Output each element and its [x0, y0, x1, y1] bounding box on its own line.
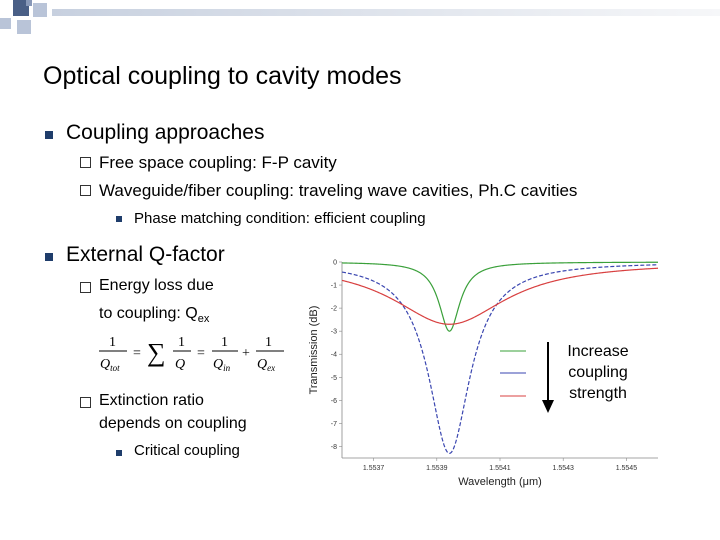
decor-square [33, 3, 47, 17]
x-axis-label: Wavelength (μm) [458, 476, 542, 488]
energy-loss-subscript: ex [197, 313, 210, 326]
series-line-green [341, 261, 659, 332]
x-tick-label: 1.5537 [363, 465, 385, 472]
bullet-waveguide: Waveguide/fiber coupling: traveling wave… [99, 181, 578, 200]
bullet-square-icon [116, 216, 122, 222]
eq-qin: Qin [213, 357, 231, 373]
x-tick-label: 1.5543 [552, 465, 574, 472]
bullet-energy-loss-line1: Energy loss due [99, 277, 214, 294]
series-line-blue [341, 264, 659, 455]
bullet-extinction-line2: depends on coupling [99, 415, 247, 432]
decor-bar [52, 9, 720, 16]
energy-loss-text: to coupling: Q [99, 305, 198, 322]
bullet-free-space: Free space coupling: F-P cavity [99, 153, 337, 172]
hollow-square-bullet-icon [80, 282, 91, 293]
decor-square [26, 0, 32, 6]
eq-one: 1 [265, 335, 272, 350]
annotation-line: Increase [567, 343, 629, 360]
bullet-phase-matching: Phase matching condition: efficient coup… [134, 210, 426, 227]
y-tick-label: -1 [331, 283, 337, 290]
bullet-coupling-approaches: Coupling approaches [66, 121, 265, 144]
x-tick-label: 1.5541 [489, 465, 511, 472]
eq-plus: + [242, 346, 250, 361]
hollow-square-bullet-icon [80, 157, 91, 168]
y-tick-label: -7 [331, 421, 337, 428]
decor-square [0, 18, 11, 29]
eq-sum: ∑ [147, 338, 166, 367]
hollow-square-bullet-icon [80, 397, 91, 408]
bullet-energy-loss-line2: to coupling: Qex [99, 305, 209, 325]
series-line-red [341, 267, 659, 325]
y-tick-label: -8 [331, 444, 337, 451]
bullet-square-icon [45, 131, 53, 139]
y-tick-label: -3 [331, 329, 337, 336]
eq-q: Q [175, 357, 185, 372]
transmission-chart: 0 -1 -2 -3 -4 -5 -6 -7 -8 1.5537 1.5539 1.5541 1.554… [308, 260, 659, 488]
x-tick-label: 1.5539 [426, 465, 448, 472]
eq-one: 1 [109, 335, 116, 350]
eq-equals: = [197, 346, 205, 361]
legend-lines [500, 350, 526, 397]
eq-one: 1 [221, 335, 228, 350]
down-arrow-icon [542, 342, 554, 413]
bullet-square-icon [116, 450, 122, 456]
y-tick-label: -6 [331, 398, 337, 405]
y-axis-label: Transmission (dB) [308, 306, 320, 395]
decor-square [13, 0, 29, 16]
y-tick-label: -2 [331, 306, 337, 313]
bullet-external-q: External Q-factor [66, 243, 225, 266]
eq-equals: = [133, 346, 141, 361]
q-factor-equation: 1 Qtot = ∑ 1 Q = 1 Qin + 1 Qex [99, 335, 284, 373]
eq-qtot: Qtot [100, 357, 120, 373]
slide-title: Optical coupling to cavity modes [43, 62, 402, 90]
eq-qex: Qex [257, 357, 275, 373]
annotation-increase-coupling: Increase coupling strength [556, 341, 640, 404]
y-tick-label: -4 [331, 352, 337, 359]
hollow-square-bullet-icon [80, 185, 91, 196]
y-tick-label: 0 [333, 260, 337, 267]
eq-one: 1 [178, 335, 185, 350]
bullet-critical: Critical coupling [134, 442, 240, 459]
bullet-square-icon [45, 253, 53, 261]
bullet-extinction-line1: Extinction ratio [99, 392, 204, 409]
annotation-line: strength [569, 385, 627, 402]
x-tick-label: 1.5545 [616, 465, 638, 472]
annotation-line: coupling [568, 364, 628, 381]
decor-square [17, 20, 31, 34]
y-tick-label: -5 [331, 375, 337, 382]
